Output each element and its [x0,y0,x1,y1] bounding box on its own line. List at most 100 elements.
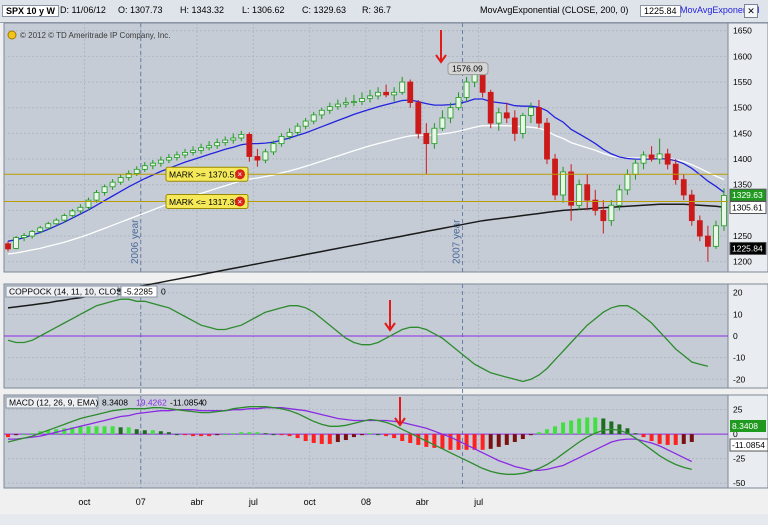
macd-diff-value: -11.0854 [170,398,203,408]
macd-hist-bar [681,434,686,444]
alert-mark-box [165,193,249,209]
macd-hist-bar [472,434,477,450]
macd-hist-bar [102,426,107,435]
candle-body [21,235,28,239]
symbol-box[interactable]: SPX 10 y W [2,5,60,17]
macd-hist-bar [400,434,405,442]
red-arrow-coppock [384,300,396,332]
candle-body [431,127,438,145]
close-icon[interactable]: ✕ [744,4,758,18]
candle-body [632,162,639,175]
candle-body [198,147,204,151]
macd-hist-bar [191,434,196,437]
candle-body [544,122,550,160]
coppock-line [7,298,709,383]
year-marker-label: 2006 year [130,219,141,264]
macd-hist-bar [199,434,204,437]
macd-hist-bar [528,434,533,436]
candle-body [294,125,301,133]
macd-hist-bar [536,432,541,435]
macd-hist-bar [86,426,91,435]
copyright-text: © 2012 © TD Ameritrade IP Company, Inc. [20,31,171,40]
candle-body [511,117,518,134]
macd-hist-bar [649,434,654,442]
candle-body [310,114,317,122]
candle-body [254,156,261,161]
macd-hist-bar [545,429,549,435]
macd-hist-bar [126,427,131,435]
macd-tick-label: -50 [733,478,746,488]
macd-hist-bar [633,433,638,435]
alert-mark-box [165,166,249,182]
candle-body [367,95,373,99]
macd-hist-bar [464,434,469,450]
coppock-tick-label: 0 [733,331,738,341]
candle-body [471,73,478,83]
candle-body [487,91,494,124]
macd-hist-bar [496,434,501,447]
candle-body [721,195,727,227]
candle-body [552,158,558,196]
candle-body [157,159,164,164]
candle-body [560,171,566,196]
macd-hist-bar [94,426,99,435]
candle-body [93,192,100,201]
high-label: 1576.09 [452,64,483,74]
close-label: C: 1329.63 [302,5,347,15]
macd-hist-bar [223,434,228,436]
macd-hist-bar [601,418,606,435]
macd-hist-bar [319,434,324,444]
coppock-tick-label: 10 [733,309,743,319]
x-tick-label: oct [304,497,317,507]
coppock-tick-label: -10 [733,353,746,363]
candle-body [672,163,679,180]
macd-hist-bar [247,432,252,435]
candle-body [351,101,357,103]
candle-body [455,97,462,109]
candle-body [53,219,60,225]
macd-hist-bar [311,434,316,443]
candle-body [713,225,719,247]
x-tick-label: abr [191,497,204,507]
candle-body [117,177,124,183]
x-tick-label: 08 [361,497,371,507]
candle-body [503,112,510,119]
candle-body [125,173,132,178]
macd-hist-bar [480,434,485,450]
macd-hist-bar [118,427,123,435]
candle-body [334,103,341,108]
candle-body [246,134,253,157]
candle-body [656,153,663,160]
macd-extra: 0 [202,398,207,408]
macd-avg-value: 19.4262 [136,398,167,408]
candle-body [495,112,502,124]
macd-hist-bar [657,434,662,444]
coppock-value: -5.2285 [124,287,153,297]
macd-hist-bar [134,429,139,435]
candle-body [206,145,213,149]
candle-body [77,206,84,212]
year-marker-label: 2007 year [452,219,463,264]
header-bar: SPX 10 y W D: 11/06/12 O: 1307.73 H: 134… [0,0,768,23]
macd-hist-bar [70,427,75,435]
macd-hist-bar [239,432,244,435]
macd-tick-label: -25 [733,454,746,464]
macd-hist-bar [577,418,582,435]
candle-body [536,107,542,124]
macd-hist-bar [150,430,155,435]
macd-hist-bar [440,434,445,449]
macd-hist-bar [585,417,590,435]
macd-hist-bar [30,433,35,435]
macd-hist-bar [689,434,694,442]
macd-diff-tag [729,438,768,452]
candle-body [85,199,92,208]
macd-hist-bar [456,434,461,450]
macd-hist-bar [110,426,115,435]
candle-body [45,223,52,229]
macd-tick-label: 25 [733,405,743,415]
alert-delete-glyph: × [238,197,243,206]
candle-body [286,131,293,137]
range-label: R: 36.7 [362,5,392,15]
candle-body [519,115,526,134]
